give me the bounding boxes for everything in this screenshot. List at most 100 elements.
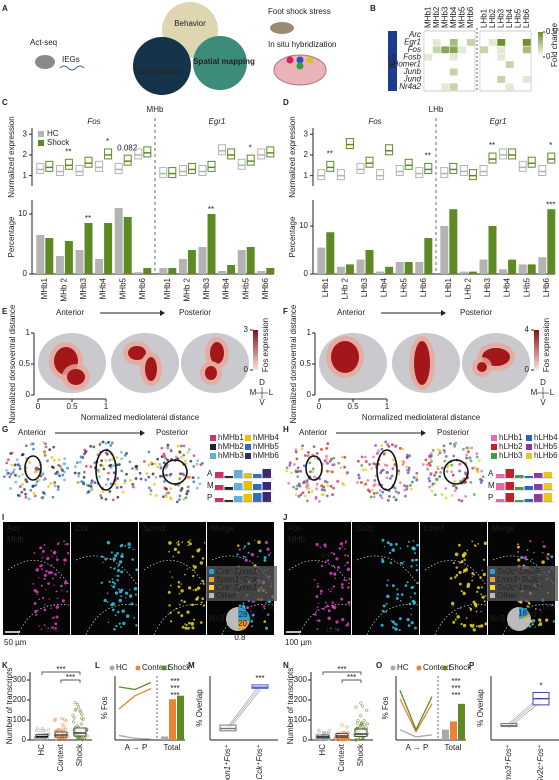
signal-dot (242, 555, 245, 558)
signal-dot (43, 543, 46, 546)
signal-dot (396, 593, 399, 596)
sig-label: ** (85, 214, 91, 223)
heat-cell (466, 61, 475, 68)
signal-dot (456, 615, 460, 619)
cell-dot (21, 473, 24, 476)
signal-dot (113, 627, 116, 631)
cell-dot (159, 474, 162, 478)
box (45, 160, 54, 172)
sig-label: *** (337, 665, 346, 674)
signal-dot (65, 542, 69, 546)
tick-label: 0.5 (19, 359, 31, 368)
heat-cell (480, 31, 489, 39)
bar (496, 499, 505, 502)
cell-dot (90, 479, 94, 483)
cell-dot (382, 452, 386, 456)
signal-dot (475, 610, 478, 613)
cell-dot (465, 453, 469, 457)
signal-dot (380, 623, 384, 627)
cell-dot (56, 485, 60, 489)
bar (243, 481, 252, 490)
cell-dot (158, 462, 162, 466)
cell-dot (186, 450, 190, 454)
legend-box (487, 566, 558, 601)
signal-dot (547, 604, 549, 607)
cell-dot (332, 486, 336, 490)
cell-dot (481, 475, 485, 479)
signal-dot (482, 558, 486, 561)
bar (515, 487, 524, 490)
bar (385, 266, 394, 274)
signal-dot (202, 583, 205, 585)
x-tick-label: Shock (75, 743, 84, 766)
tick-label: 0 (304, 269, 309, 278)
bar (159, 268, 168, 274)
sig-bracket (60, 679, 81, 683)
cell-dot (378, 489, 382, 492)
signal-dot (134, 593, 137, 596)
heat-cell (432, 68, 441, 76)
cell-dot (182, 497, 186, 501)
signal-dot (203, 542, 206, 544)
heat-cell (458, 61, 467, 68)
signal-dot (477, 542, 480, 545)
signal-dot (100, 581, 103, 584)
legend-swatch (491, 444, 497, 450)
signal-dot (386, 594, 390, 599)
cell-dot (112, 464, 115, 468)
cell-dot (23, 488, 26, 491)
cell-dot (328, 459, 332, 463)
cell-dot (311, 470, 315, 474)
signal-dot (250, 620, 254, 623)
cell-dot (123, 453, 127, 457)
pie-n: N=3 (209, 614, 224, 623)
heat-cell (514, 31, 523, 39)
signal-dot (177, 580, 181, 584)
cell-point (80, 716, 84, 720)
signal-dot (415, 564, 418, 566)
cell-dot (294, 448, 298, 452)
box (317, 169, 326, 181)
tick-label: 100 (13, 715, 27, 724)
bar (527, 264, 536, 274)
cell-dot (100, 459, 104, 463)
cell-dot (364, 468, 367, 472)
signal-dot (410, 608, 412, 610)
signal-dot (319, 546, 322, 549)
cell-dot (369, 495, 373, 499)
legend-label: Cck⁺Spon1⁻ (216, 567, 261, 576)
cell-dot (303, 480, 306, 484)
pie-label: 0.8 (234, 633, 246, 642)
signal-dot (346, 623, 349, 627)
cell-dot (302, 464, 306, 468)
signal-dot (455, 573, 459, 577)
signal-dot (129, 589, 131, 591)
heat-cell (497, 83, 506, 91)
heat-cell (424, 61, 433, 68)
tick-label: 1 (304, 171, 309, 180)
signal-dot (242, 602, 245, 605)
signal-dot (466, 584, 470, 588)
bar (215, 472, 224, 478)
probe-dot (296, 56, 304, 64)
signal-dot (472, 623, 475, 626)
signal-dot (386, 584, 389, 587)
signal-dot (531, 558, 533, 560)
cell-dot (89, 484, 93, 488)
legend-label: hLHb6 (534, 451, 558, 460)
signal-dot (346, 567, 351, 572)
heat-cell (466, 53, 475, 61)
signal-dot (55, 615, 59, 619)
signal-dot (269, 552, 272, 554)
bar (262, 482, 271, 490)
cell-dot (73, 471, 77, 475)
cell-dot (328, 469, 332, 473)
cell-dot (178, 498, 181, 502)
cell-dot (147, 486, 151, 490)
cell-dot (12, 468, 16, 472)
x-tick-label: HC (37, 744, 46, 756)
sig-label: *** (66, 673, 75, 682)
signal-dot (263, 620, 267, 623)
tick-label: 3 (23, 129, 28, 138)
signal-dot (251, 613, 255, 617)
